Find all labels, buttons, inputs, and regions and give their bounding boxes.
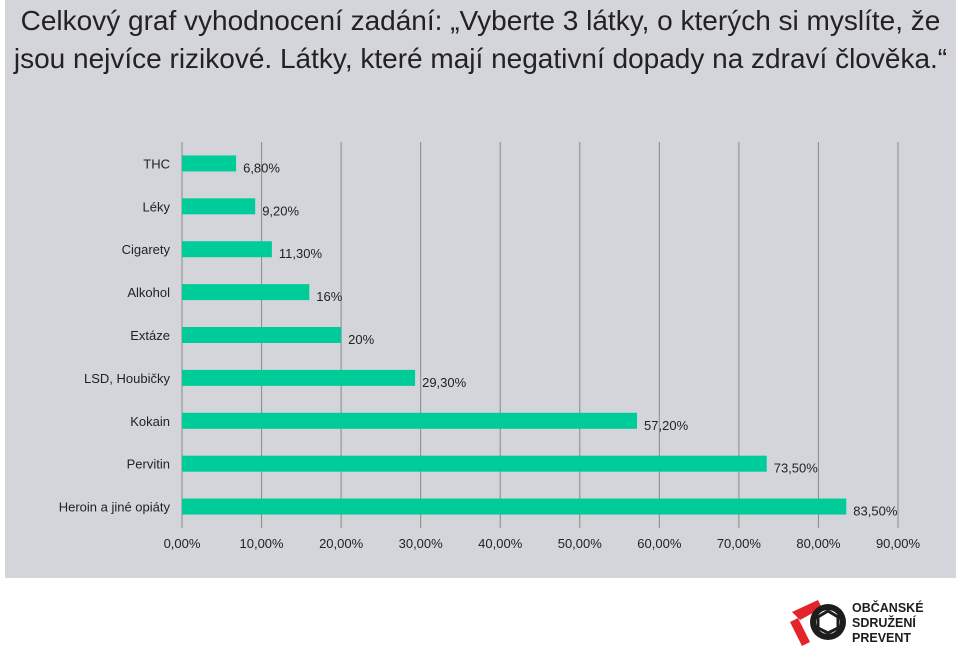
bar bbox=[182, 369, 416, 386]
x-tick-label: 40,00% bbox=[478, 536, 523, 551]
category-label: LSD, Houbičky bbox=[84, 371, 170, 386]
bar-chart: 0,00% 10,00% 20,00% 30,00% 40,00% 50,00% 60,00… bbox=[59, 142, 921, 551]
category-label: Heroin a jiné opiáty bbox=[59, 500, 171, 515]
bar bbox=[182, 155, 237, 172]
logo-line-2: SDRUŽENÍ bbox=[852, 616, 916, 630]
x-tick-label: 10,00% bbox=[240, 536, 285, 551]
x-tick-label: 90,00% bbox=[876, 536, 921, 551]
x-tick-label: 60,00% bbox=[637, 536, 682, 551]
x-tick-label: 0,00% bbox=[164, 536, 201, 551]
page-title: Celkový graf vyhodnocení zadání: „Vybert… bbox=[13, 5, 948, 74]
x-tick-label: 80,00% bbox=[796, 536, 841, 551]
category-label: Cigarety bbox=[122, 242, 171, 257]
x-tick-label: 70,00% bbox=[717, 536, 762, 551]
data-label: 6,80% bbox=[243, 160, 280, 175]
bar bbox=[182, 498, 847, 515]
bar bbox=[182, 241, 272, 258]
x-tick-label: 30,00% bbox=[399, 536, 444, 551]
x-tick-label: 20,00% bbox=[319, 536, 364, 551]
slide-bottom-divider bbox=[5, 578, 956, 585]
category-label: Alkohol bbox=[127, 285, 170, 300]
data-label: 83,50% bbox=[853, 504, 898, 519]
data-label: 57,20% bbox=[644, 418, 689, 433]
logo-line-3: PREVENT bbox=[852, 631, 912, 645]
bar bbox=[182, 198, 256, 215]
bar bbox=[182, 327, 342, 343]
slide-background: Celkový graf vyhodnocení zadání: „Vybert… bbox=[5, 0, 956, 585]
data-label: 73,50% bbox=[774, 461, 819, 476]
x-tick-label: 50,00% bbox=[558, 536, 603, 551]
bar bbox=[182, 455, 767, 472]
logo-line-1: OBČANSKÉ bbox=[852, 601, 924, 615]
data-label: 11,30% bbox=[279, 246, 323, 261]
data-label: 16% bbox=[316, 289, 342, 304]
category-label: Extáze bbox=[130, 328, 170, 343]
bar bbox=[182, 284, 310, 301]
category-label: THC bbox=[143, 156, 170, 171]
data-label: 20% bbox=[348, 332, 374, 347]
prevent-logo-icon bbox=[790, 600, 846, 646]
category-label: Pervitin bbox=[127, 457, 170, 472]
category-label: Léky bbox=[143, 199, 171, 214]
data-label: 29,30% bbox=[422, 375, 467, 390]
category-label: Kokain bbox=[130, 414, 170, 429]
logo-text: OBČANSKÉ SDRUŽENÍ PREVENT bbox=[852, 601, 924, 646]
bar bbox=[182, 412, 638, 429]
data-label: 9,20% bbox=[262, 203, 299, 218]
